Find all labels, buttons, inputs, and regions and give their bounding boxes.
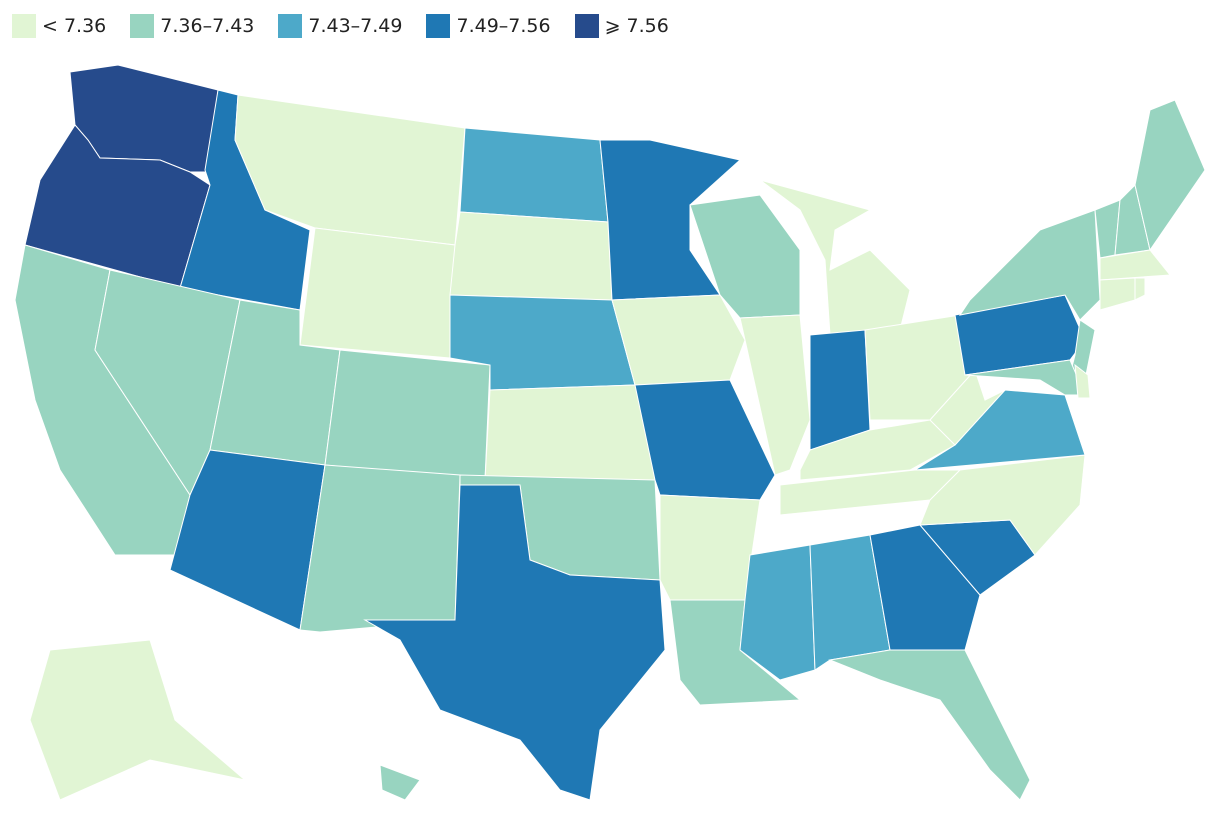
legend-swatch (426, 14, 451, 38)
state (919, 454, 1086, 556)
state (324, 349, 491, 481)
state (1099, 277, 1136, 311)
state (964, 359, 1086, 396)
state (299, 464, 461, 633)
legend-label: < 7.36 (42, 15, 107, 37)
state (958, 209, 1101, 321)
legend-item: 7.49–7.56 (426, 14, 551, 38)
state (29, 639, 246, 801)
legend-label: 7.43–7.49 (308, 15, 403, 37)
state (1099, 249, 1171, 281)
legend-swatch (12, 14, 36, 38)
state (299, 227, 456, 359)
legend: < 7.36 7.36–7.43 7.43–7.49 7.49–7.56 ⩾ 7.56 (12, 14, 669, 38)
legend-swatch (278, 14, 303, 38)
state (634, 379, 776, 501)
state (809, 329, 871, 451)
state (363, 484, 666, 801)
state (1074, 363, 1091, 399)
state (929, 369, 1006, 446)
state (739, 314, 811, 476)
legend-item: ⩾ 7.56 (574, 14, 669, 38)
state (24, 124, 211, 289)
legend-label: 7.36–7.43 (160, 15, 255, 37)
legend-swatch (574, 14, 599, 38)
state (449, 211, 613, 301)
state (599, 139, 742, 301)
state (828, 649, 1031, 801)
state (611, 294, 746, 386)
state (659, 494, 761, 601)
state (1134, 277, 1146, 301)
state (1134, 99, 1206, 252)
state (914, 389, 1086, 471)
state (169, 449, 326, 631)
legend-item: < 7.36 (12, 14, 106, 38)
legend-item: 7.36–7.43 (130, 14, 254, 38)
state (484, 384, 656, 481)
legend-swatch (130, 14, 155, 38)
legend-label: ⩾ 7.56 (604, 15, 669, 37)
state (459, 127, 609, 223)
state (379, 764, 421, 801)
legend-label: 7.49–7.56 (456, 15, 551, 37)
legend-item: 7.43–7.49 (278, 14, 402, 38)
state (759, 179, 911, 336)
state (869, 524, 981, 651)
